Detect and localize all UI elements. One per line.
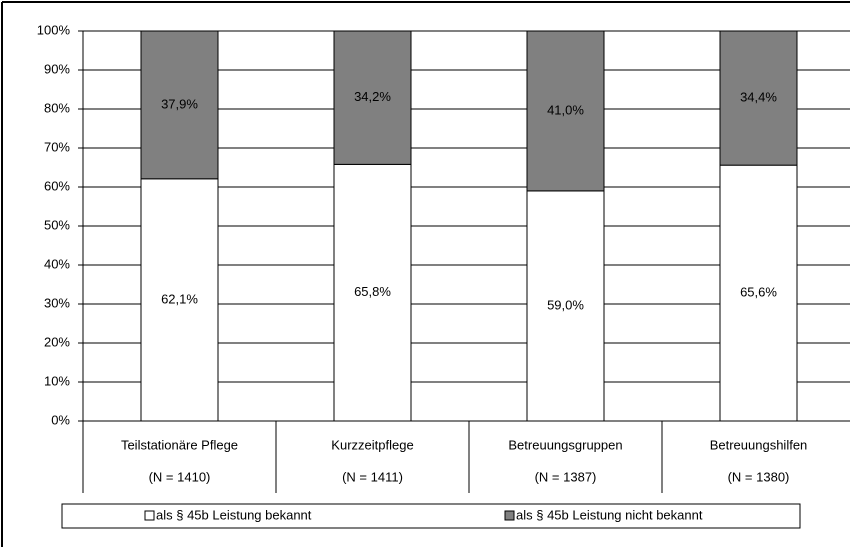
- bar-segment: [719, 164, 798, 422]
- y-tick-label: 10%: [44, 373, 70, 388]
- value-label: 37,9%: [161, 96, 198, 111]
- legend-label: als § 45b Leistung nicht bekannt: [516, 507, 703, 522]
- bar-segment: [719, 30, 798, 166]
- y-tick-label: 60%: [44, 178, 70, 193]
- bar-segment: [333, 30, 412, 165]
- legend-box: [61, 503, 801, 529]
- bar-segment: [140, 30, 219, 180]
- value-label: 62,1%: [161, 291, 198, 306]
- value-label: 65,6%: [740, 285, 777, 300]
- bar-segment: [140, 178, 219, 422]
- legend-label: als § 45b Leistung bekannt: [156, 507, 312, 522]
- y-tick-label: 80%: [44, 100, 70, 115]
- value-label: 34,4%: [740, 90, 777, 105]
- y-tick-label: 50%: [44, 217, 70, 232]
- bar-segment: [333, 163, 412, 422]
- x-tick-label: Kurzzeitpflege: [331, 437, 413, 452]
- x-tick-label: (N = 1410): [149, 469, 211, 484]
- y-tick-label: 100%: [37, 22, 71, 37]
- value-label: 41,0%: [547, 102, 584, 117]
- y-tick-label: 20%: [44, 334, 70, 349]
- legend-swatch: [504, 510, 515, 521]
- value-label: 59,0%: [547, 297, 584, 312]
- marks: 62,1% 37,9% 65,8% 34,2% 59,0% 41,0% 65,6% 34,4%: [140, 30, 798, 422]
- x-tick-label: (N = 1411): [342, 469, 403, 484]
- y-tick-label: 40%: [44, 256, 70, 271]
- x-tick-label: Betreuungsgruppen: [508, 437, 622, 452]
- legend-swatch: [144, 510, 155, 521]
- y-tick-label: 70%: [44, 139, 70, 154]
- value-label: 34,2%: [354, 89, 391, 104]
- y-tick-label: 30%: [44, 295, 70, 310]
- x-tick-label: Teilstationäre Pflege: [121, 437, 238, 452]
- x-tick-label: (N = 1380): [728, 469, 790, 484]
- y-tick-label: 0%: [51, 412, 70, 427]
- y-tick-label: 90%: [44, 61, 70, 76]
- bar-segment: [526, 30, 605, 192]
- bar-segment: [526, 190, 605, 422]
- value-label: 65,8%: [354, 284, 391, 299]
- x-tick-label: Betreuungshilfen: [710, 437, 808, 452]
- x-tick-label: (N = 1387): [535, 469, 597, 484]
